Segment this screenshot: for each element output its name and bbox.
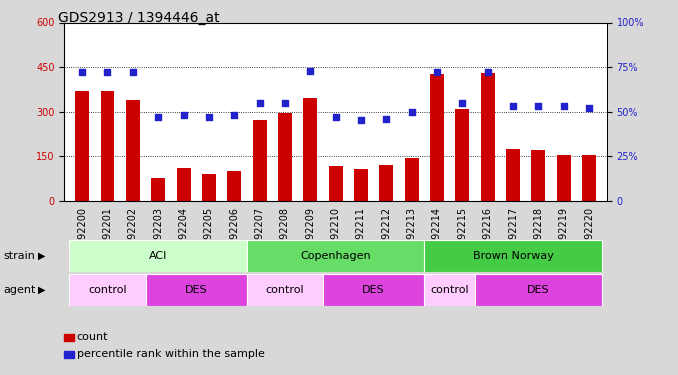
Text: count: count bbox=[77, 333, 108, 342]
Text: DES: DES bbox=[362, 285, 385, 295]
Point bbox=[381, 116, 392, 122]
Point bbox=[279, 100, 290, 106]
Bar bbox=[69, 240, 247, 272]
Text: control: control bbox=[266, 285, 304, 295]
Point bbox=[508, 103, 519, 109]
Bar bbox=[278, 113, 292, 201]
Text: strain: strain bbox=[3, 251, 35, 261]
Point bbox=[558, 103, 569, 109]
Bar bbox=[456, 109, 469, 201]
Bar bbox=[582, 154, 596, 201]
Bar bbox=[424, 274, 475, 306]
Text: GDS2913 / 1394446_at: GDS2913 / 1394446_at bbox=[58, 11, 219, 25]
Bar bbox=[146, 274, 247, 306]
Text: control: control bbox=[88, 285, 127, 295]
Bar bbox=[253, 120, 266, 201]
Bar bbox=[405, 158, 418, 201]
Point bbox=[127, 69, 138, 75]
Bar bbox=[247, 240, 424, 272]
Text: ACI: ACI bbox=[149, 251, 167, 261]
Point bbox=[254, 100, 265, 106]
Text: ▶: ▶ bbox=[38, 285, 46, 295]
Text: DES: DES bbox=[527, 285, 550, 295]
Point bbox=[178, 112, 189, 118]
Point bbox=[305, 68, 316, 74]
Bar bbox=[69, 274, 146, 306]
Bar bbox=[354, 170, 368, 201]
Bar bbox=[430, 75, 444, 201]
Bar bbox=[100, 91, 115, 201]
Bar bbox=[323, 274, 424, 306]
Point bbox=[406, 109, 417, 115]
Bar bbox=[176, 168, 191, 201]
Point bbox=[153, 114, 163, 120]
Point bbox=[355, 117, 366, 123]
Text: agent: agent bbox=[3, 285, 36, 295]
Point bbox=[77, 69, 87, 75]
Bar bbox=[557, 154, 571, 201]
Bar bbox=[424, 240, 602, 272]
Point bbox=[102, 69, 113, 75]
Point bbox=[228, 112, 239, 118]
Bar bbox=[303, 98, 317, 201]
Bar bbox=[329, 166, 342, 201]
Point bbox=[203, 114, 214, 120]
Bar bbox=[247, 274, 323, 306]
Text: percentile rank within the sample: percentile rank within the sample bbox=[77, 350, 264, 359]
Point bbox=[584, 105, 595, 111]
Bar bbox=[506, 148, 520, 201]
Bar bbox=[227, 171, 241, 201]
Bar bbox=[475, 274, 602, 306]
Bar bbox=[75, 91, 89, 201]
Point bbox=[330, 114, 341, 120]
Point bbox=[482, 69, 493, 75]
Bar bbox=[126, 100, 140, 201]
Text: control: control bbox=[431, 285, 469, 295]
Bar bbox=[202, 174, 216, 201]
Text: Copenhagen: Copenhagen bbox=[300, 251, 371, 261]
Bar bbox=[379, 165, 393, 201]
Bar bbox=[151, 178, 165, 201]
Bar bbox=[481, 73, 495, 201]
Bar bbox=[532, 150, 545, 201]
Text: ▶: ▶ bbox=[38, 251, 46, 261]
Point bbox=[457, 100, 468, 106]
Text: Brown Norway: Brown Norway bbox=[473, 251, 553, 261]
Point bbox=[533, 103, 544, 109]
Text: DES: DES bbox=[185, 285, 207, 295]
Point bbox=[432, 69, 443, 75]
